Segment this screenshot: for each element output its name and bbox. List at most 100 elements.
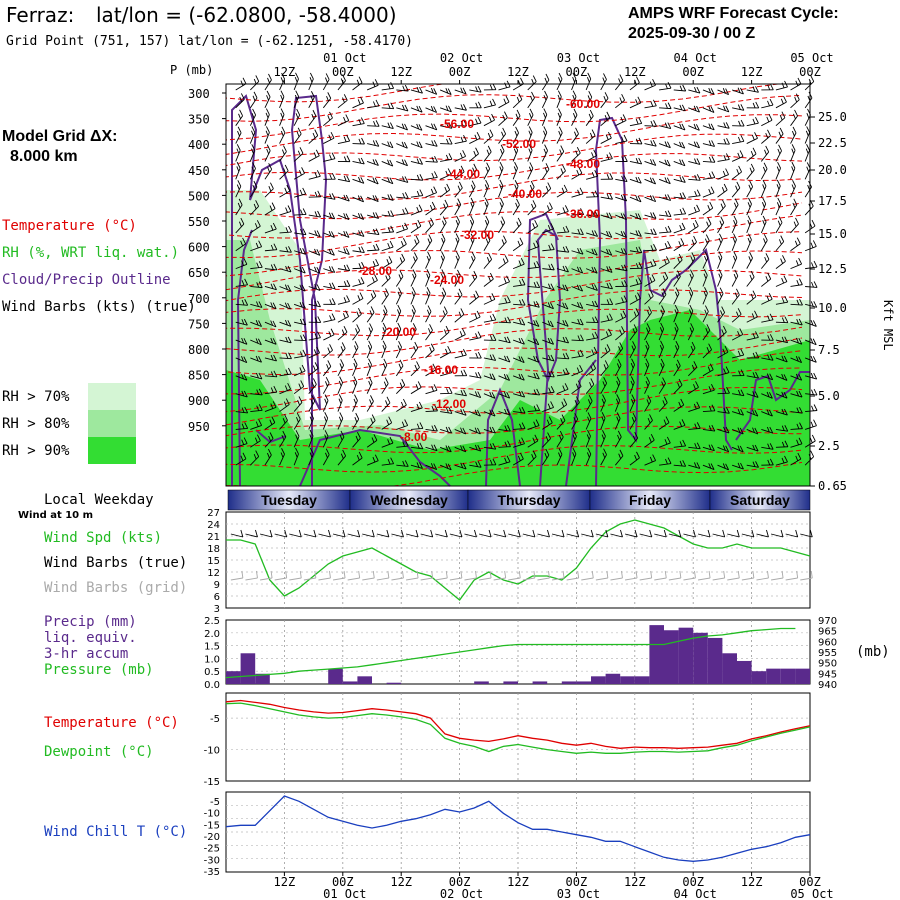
weekday-name: Wednesday [370,492,448,508]
grid-wind-barb-flag [402,570,404,579]
wind-barb [250,434,261,448]
grid-wind-barb [435,577,448,581]
wind-barb [498,275,510,287]
wind-barb [600,73,607,91]
wind-barb [615,280,628,287]
wind-barb [687,252,696,269]
wind-barb [454,87,467,95]
wind-barb [381,82,395,91]
grid-wind-barb-flag [577,570,580,579]
temperature-contour [225,269,803,302]
wind-barb [469,310,481,323]
wind-barb [366,177,379,185]
wind-barb [483,179,490,198]
surface-wind-barb-flag [240,529,244,538]
wind-barb [673,398,685,412]
wind-barb [294,248,307,255]
wind-barb [790,437,803,448]
wind-barb [323,212,336,220]
wind-barb [585,284,598,291]
wind-barb [381,141,394,149]
wind-barb [702,251,709,269]
wind-barb [615,248,628,255]
wind-barb [600,344,611,359]
wind-barb [673,123,686,131]
wind-barb [702,140,715,147]
wind-barb [483,253,493,269]
grid-wind-barb-flag [694,570,696,579]
surface-wind-barb-flag [678,529,682,538]
wind-barb [512,237,524,252]
wind-barb [746,351,760,359]
surface-wind-barb-flag [576,529,580,538]
wind-barb [337,295,350,305]
time-tick-bottom: 00Z [449,875,471,889]
wind-barb [629,412,637,430]
wind-barb [308,149,320,162]
wind-barb [337,155,351,163]
wind-barb [790,93,800,109]
precip-bar [386,682,402,684]
wind-barb [498,144,505,162]
wind-barb [250,355,262,363]
wind-barb [352,432,361,448]
pressure-tick-label: 800 [188,343,210,357]
wind-barb [702,444,715,452]
model-grid-label: Model Grid ΔX: [2,128,118,145]
surface-wind-barb-flag [605,529,609,538]
wind-barb [322,377,330,394]
wind-barb [659,210,672,217]
wind-barb [717,105,730,113]
wind-barb [615,295,628,305]
wind-barb [790,337,803,345]
grid-wind-barb [362,577,375,581]
temperature-tick-label: -10 [204,746,220,757]
wind-barb [658,141,671,149]
wind-barb [293,447,299,466]
wind-barb [556,265,569,273]
wind-barb [746,391,759,398]
rh-80-swatch [88,410,136,437]
wind-barb [688,361,698,377]
grid-wind-barb [595,577,608,581]
wind-barb [381,256,393,270]
wind-barb [512,198,520,216]
wind-barb [483,426,496,434]
surface-wind-barb [668,533,681,538]
wind-barb [279,145,287,162]
wind-barb [790,406,803,414]
wind-barb [323,193,336,200]
wind-barb [629,213,642,220]
wind-barb [717,168,729,180]
wind-barb [323,131,335,144]
precip-bar [693,632,708,684]
grid-wind-barb [551,577,565,581]
grid-wind-barb [289,577,302,581]
wind-barb [542,320,554,328]
wind-barb [659,82,672,91]
wind-barb [761,98,774,109]
precip-bar [532,681,548,684]
wind-barb [600,248,613,256]
surface-wind-barb [785,533,798,538]
grid-wind-barb [245,577,258,581]
wind-chill-tick-label: -30 [204,855,220,866]
wind-barb [308,362,319,377]
wind-barb [483,458,497,466]
wind-barb [673,176,686,183]
wind-barb [483,354,497,361]
wind-barb [542,243,555,252]
wind-barb [527,320,540,327]
wind-barb [410,422,424,430]
wind-barb [541,90,548,109]
wind-barb [352,230,365,237]
wind-barb [717,386,730,395]
wind-barb [235,406,249,414]
wind-barb [483,409,496,417]
wind-barb [410,86,423,94]
wind-barb [323,313,336,323]
wind-barb [469,85,482,93]
temperature-tick-label: -15 [204,777,220,788]
wind-barb [600,377,608,394]
wind-barb [469,290,480,305]
